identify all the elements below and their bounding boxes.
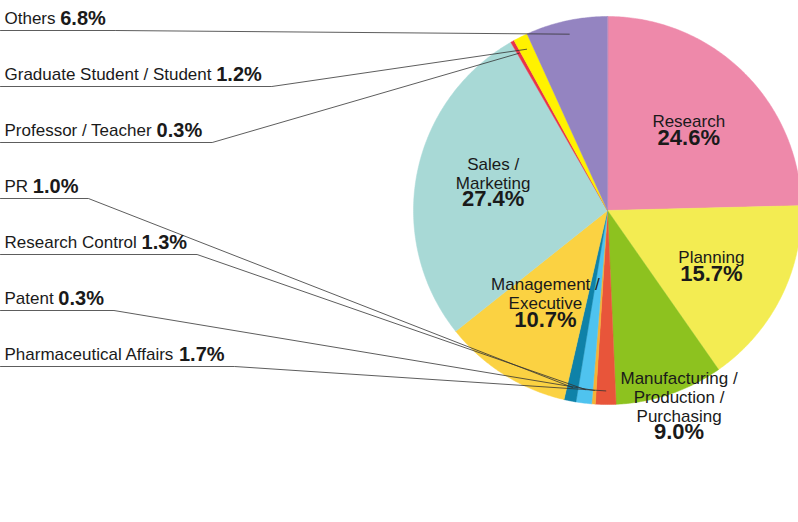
svg-text:Manufacturing /Production /Pur: Manufacturing /Production /Purchasing	[621, 369, 738, 425]
html-text:Marketing: Marketing	[455, 173, 531, 193]
svg-text:9.0%: 9.0%	[654, 419, 704, 444]
svg-text:Professor / Teacher: Professor / Teacher	[5, 121, 152, 140]
svg-text:1.0%: 1.0%	[33, 175, 79, 197]
svg-text:6.8%: 6.8%	[60, 7, 106, 29]
svg-text:Planning: Planning	[678, 248, 745, 267]
svg-text:0.3%: 0.3%	[58, 287, 104, 309]
svg-text:Patent: Patent	[5, 289, 54, 308]
html-text:Sales /: Sales /	[467, 155, 520, 174]
svg-text:10.7%: 10.7%	[514, 307, 576, 332]
html-text:Management /: Management /	[491, 275, 600, 295]
svg-text:Research Control: Research Control	[5, 233, 137, 252]
svg-text:1.3%: 1.3%	[142, 231, 188, 253]
html-text:Executive: Executive	[508, 294, 583, 313]
svg-text:PR: PR	[5, 177, 29, 196]
svg-text:27.4%: 27.4%	[462, 186, 524, 211]
svg-text:Pharmaceutical Affairs: Pharmaceutical Affairs	[5, 345, 174, 364]
svg-text:24.6%: 24.6%	[658, 125, 720, 150]
svg-text:15.7%: 15.7%	[680, 261, 742, 286]
svg-text:1.2%: 1.2%	[216, 63, 262, 85]
svg-text:Graduate Student / Student: Graduate Student / Student	[5, 65, 212, 84]
svg-text:Others: Others	[5, 9, 56, 28]
svg-text:0.3%: 0.3%	[157, 119, 203, 141]
svg-text:1.7%: 1.7%	[179, 343, 225, 365]
svg-text:Research: Research	[652, 112, 726, 132]
